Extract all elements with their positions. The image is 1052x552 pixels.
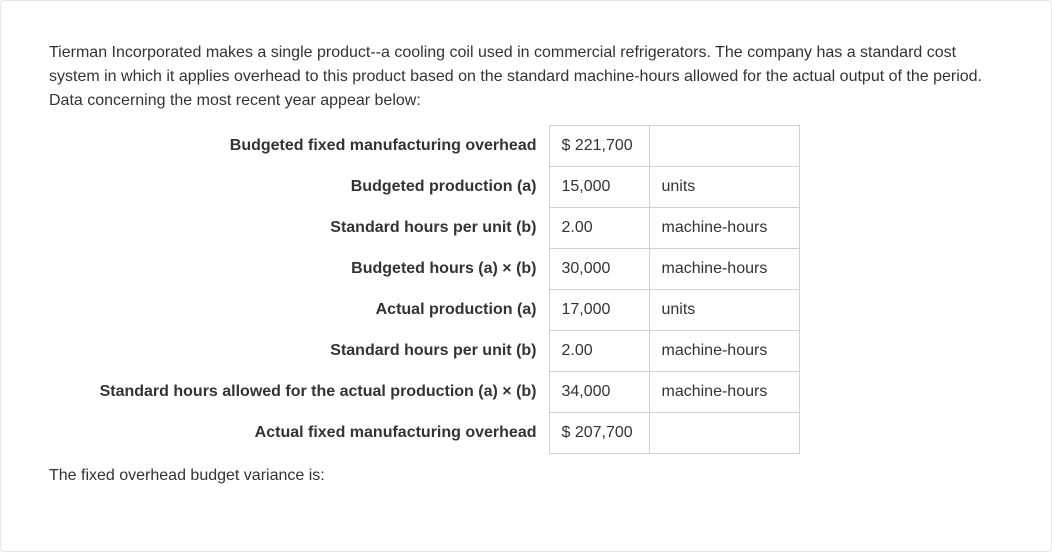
row-unit: units <box>649 290 799 331</box>
row-label: Budgeted hours (a) × (b) <box>49 249 549 290</box>
row-value: 2.00 <box>549 331 649 372</box>
intro-text: Tierman Incorporated makes a single prod… <box>49 41 1003 113</box>
row-label: Standard hours per unit (b) <box>49 208 549 249</box>
row-value: 2.00 <box>549 208 649 249</box>
row-label: Budgeted production (a) <box>49 167 549 208</box>
question-container: Tierman Incorporated makes a single prod… <box>0 0 1052 552</box>
row-unit: machine-hours <box>649 249 799 290</box>
row-label: Budgeted fixed manufacturing overhead <box>49 126 549 167</box>
row-label: Standard hours allowed for the actual pr… <box>49 372 549 413</box>
table-row: Budgeted fixed manufacturing overhead $ … <box>49 126 799 167</box>
row-label: Actual production (a) <box>49 290 549 331</box>
row-unit: machine-hours <box>649 208 799 249</box>
table-row: Actual fixed manufacturing overhead $ 20… <box>49 413 799 454</box>
row-unit <box>649 413 799 454</box>
table-row: Budgeted hours (a) × (b) 30,000 machine-… <box>49 249 799 290</box>
table-row: Budgeted production (a) 15,000 units <box>49 167 799 208</box>
data-table: Budgeted fixed manufacturing overhead $ … <box>49 125 800 454</box>
question-text: The fixed overhead budget variance is: <box>49 464 1003 488</box>
row-value: $ 207,700 <box>549 413 649 454</box>
row-unit: machine-hours <box>649 372 799 413</box>
row-value: 15,000 <box>549 167 649 208</box>
table-row: Standard hours per unit (b) 2.00 machine… <box>49 331 799 372</box>
table-row: Standard hours per unit (b) 2.00 machine… <box>49 208 799 249</box>
row-unit: machine-hours <box>649 331 799 372</box>
row-unit: units <box>649 167 799 208</box>
table-row: Standard hours allowed for the actual pr… <box>49 372 799 413</box>
row-value: 30,000 <box>549 249 649 290</box>
row-value: 17,000 <box>549 290 649 331</box>
table-row: Actual production (a) 17,000 units <box>49 290 799 331</box>
row-unit <box>649 126 799 167</box>
row-label: Actual fixed manufacturing overhead <box>49 413 549 454</box>
row-label: Standard hours per unit (b) <box>49 331 549 372</box>
row-value: $ 221,700 <box>549 126 649 167</box>
row-value: 34,000 <box>549 372 649 413</box>
